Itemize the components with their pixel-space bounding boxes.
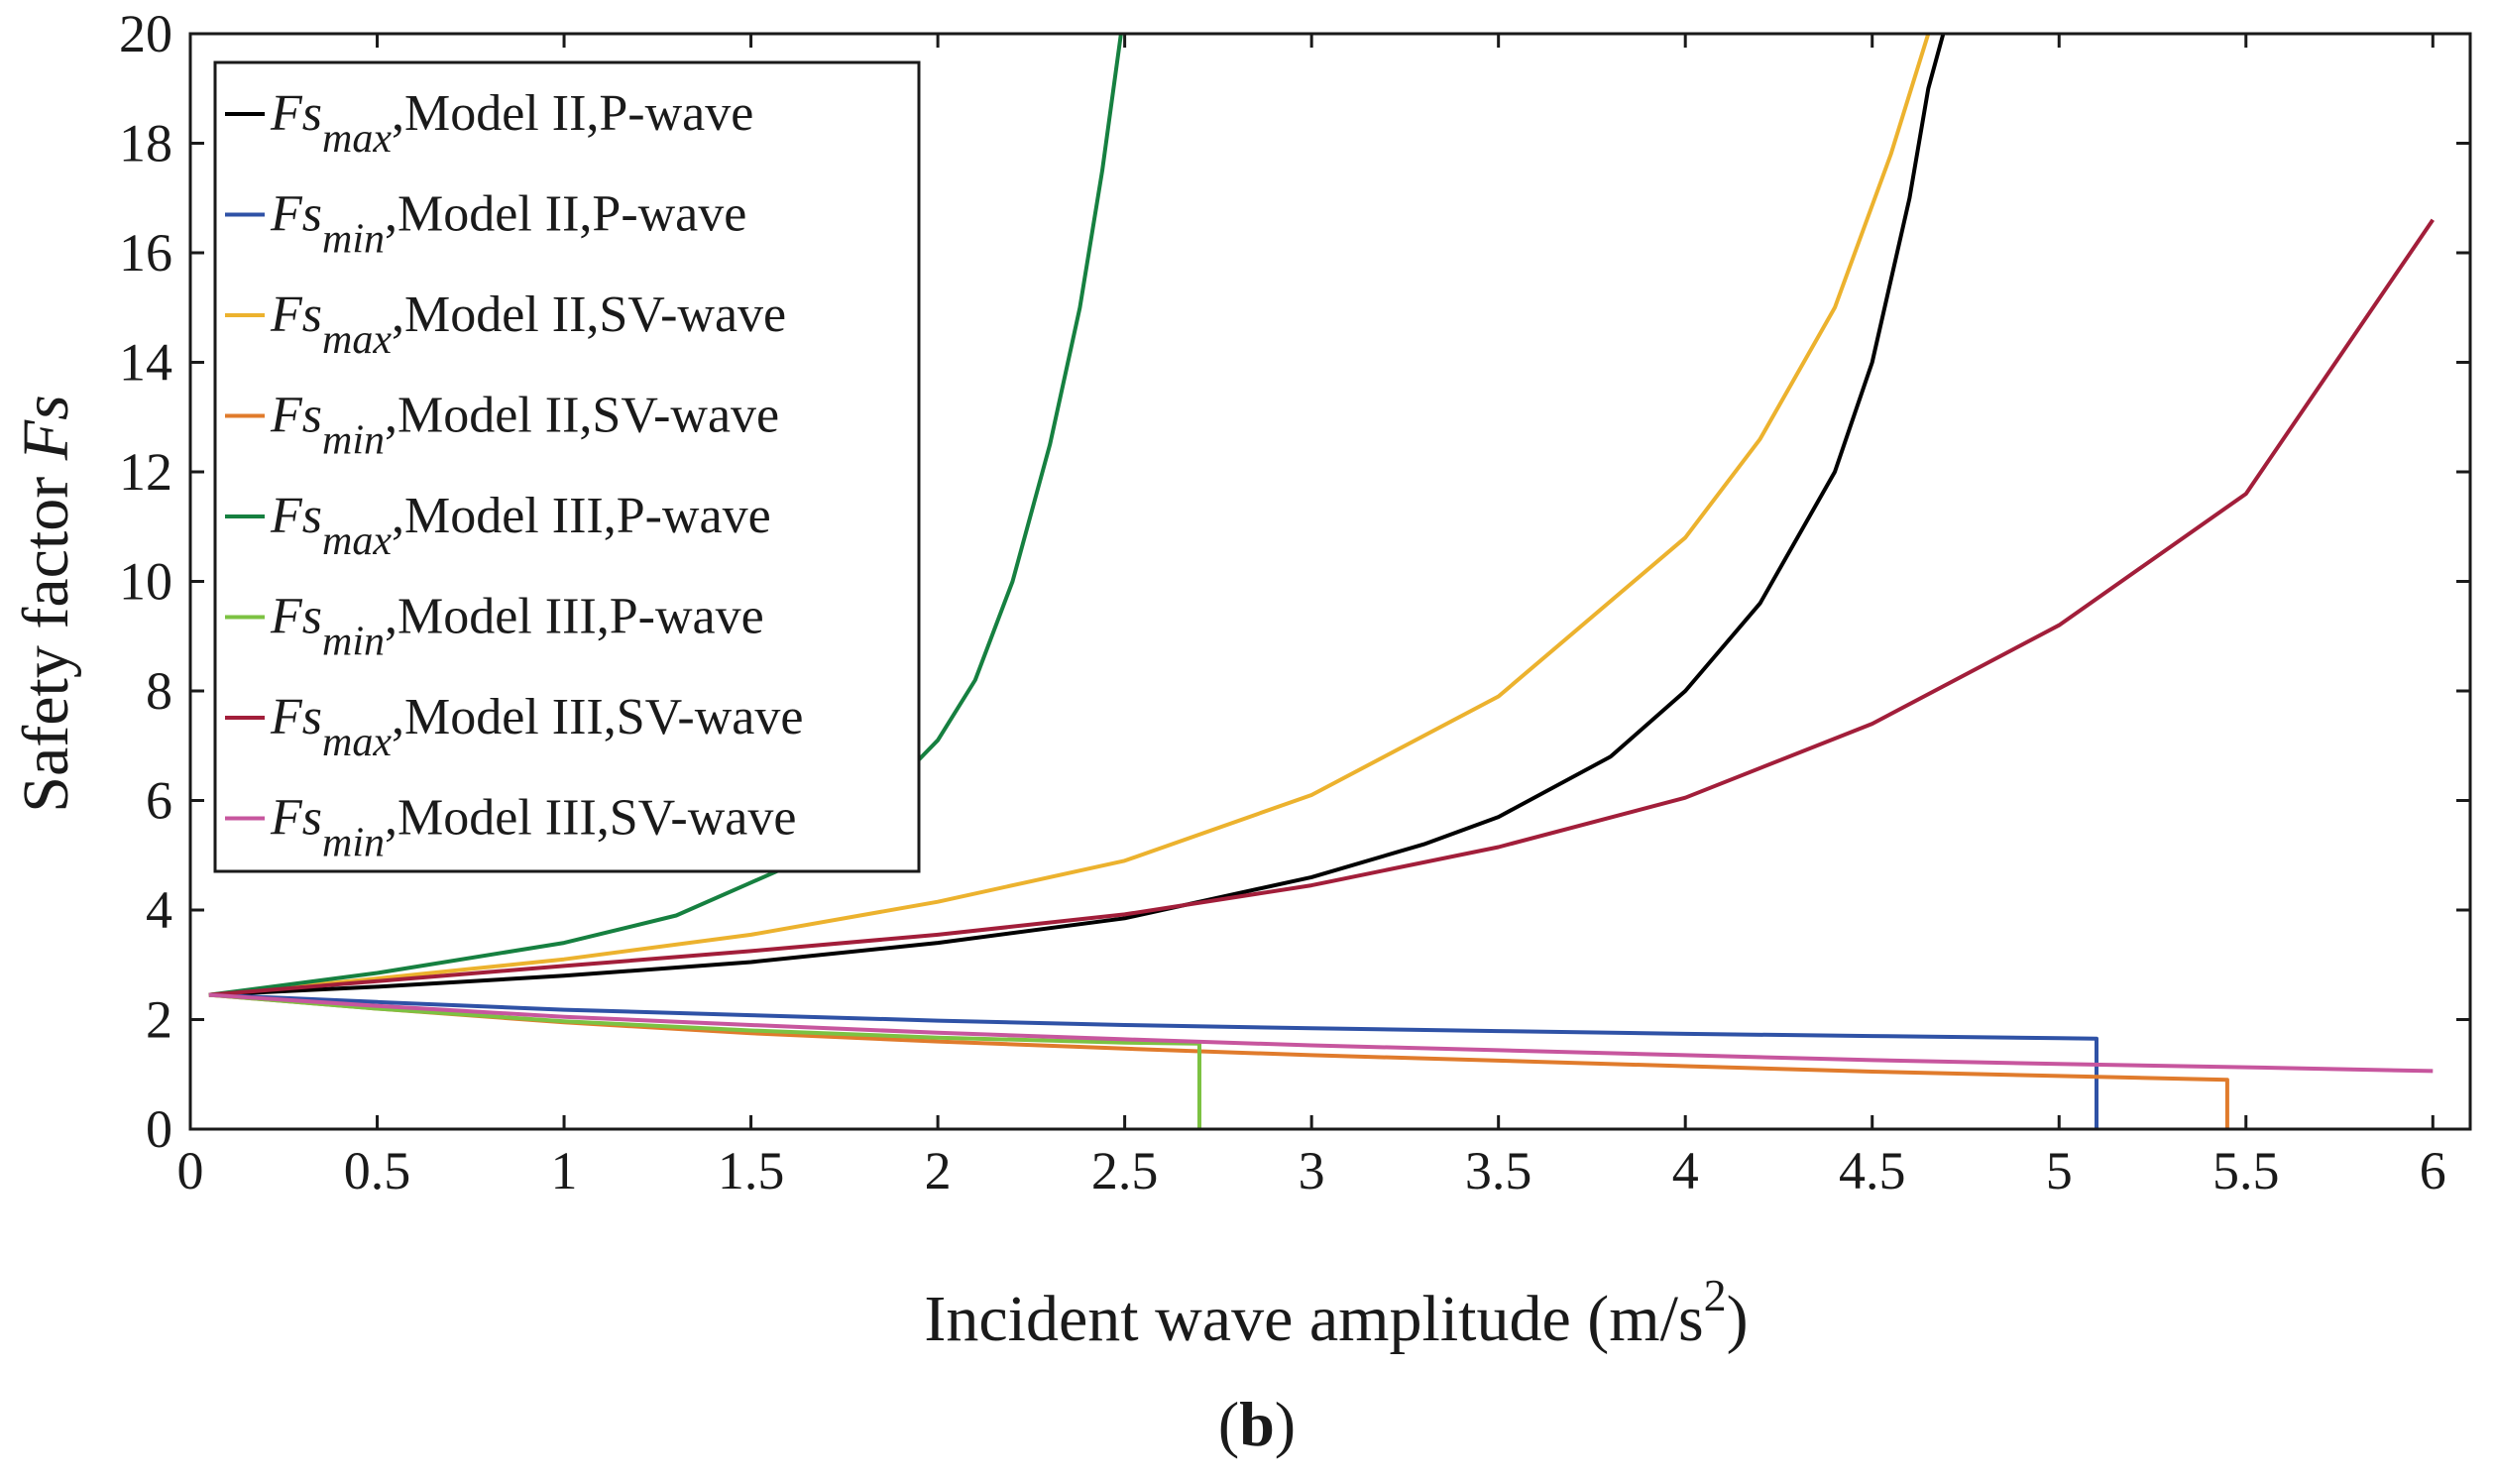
y-tick-label: 12 xyxy=(119,442,172,502)
legend-box xyxy=(213,60,921,873)
x-tick-label: 1.5 xyxy=(718,1141,785,1200)
x-axis-label: Incident wave amplitude (m/s2) xyxy=(924,1270,1748,1355)
x-tick-label: 3.5 xyxy=(1465,1141,1532,1200)
legend-entry: Fsmin,Model II,P-wave xyxy=(270,186,746,263)
y-tick-label: 0 xyxy=(146,1099,172,1159)
x-tick-label: 6 xyxy=(2420,1141,2446,1200)
y-tick-label: 2 xyxy=(146,990,172,1050)
y-tick-label: 18 xyxy=(119,114,172,173)
series-line-1 xyxy=(208,34,1946,997)
y-axis-label: Safety factor Fs xyxy=(10,395,82,813)
series-line-2 xyxy=(208,992,2098,1129)
x-tick-label: 0 xyxy=(177,1141,204,1200)
y-tick-label: 10 xyxy=(119,552,172,612)
axis-ticks: 0 0.5 1 1.5 2 2.5 3 3.5 4 4.5 5 5.5 6 0 2 4 6 8 10 12 14 16 18… xyxy=(119,4,2470,1200)
legend: Fsmax,Model II,P-wave Fsmin,Model II,P-wa… xyxy=(213,60,921,873)
legend-entry: Fsmax,Model II,SV-wave xyxy=(270,286,786,363)
legend-entry: Fsmax,Model III,SV-wave xyxy=(270,689,803,765)
x-tick-label: 2.5 xyxy=(1091,1141,1159,1200)
x-tick-label: 1 xyxy=(551,1141,578,1200)
legend-entry: Fsmin,Model III,P-wave xyxy=(270,589,764,665)
series-line-7 xyxy=(208,218,2435,997)
y-tick-label: 4 xyxy=(146,880,172,940)
series-line-6 xyxy=(208,992,1201,1129)
x-tick-label: 4.5 xyxy=(1839,1141,1906,1200)
x-tick-label: 0.5 xyxy=(344,1141,411,1200)
legend-entry: Fsmin,Model III,SV-wave xyxy=(270,790,796,866)
series-line-5 xyxy=(208,34,1123,997)
x-tick-label: 3 xyxy=(1299,1141,1325,1200)
legend-entry: Fsmin,Model II,SV-wave xyxy=(270,388,779,464)
series-lines xyxy=(208,34,2435,1129)
legend-entry: Fsmax,Model III,P-wave xyxy=(270,488,771,564)
figure-caption: (b) xyxy=(1218,1389,1296,1459)
series-line-8 xyxy=(208,992,2434,1074)
legend-entry: Fsmax,Model II,P-wave xyxy=(270,85,753,162)
x-tick-label: 5 xyxy=(2046,1141,2073,1200)
y-tick-label: 16 xyxy=(119,223,172,283)
y-tick-label: 14 xyxy=(119,333,172,393)
series-line-3 xyxy=(208,34,1931,997)
y-tick-label: 8 xyxy=(146,661,172,721)
y-tick-label: 6 xyxy=(146,771,172,831)
y-tick-label: 20 xyxy=(119,4,172,63)
x-tick-label: 4 xyxy=(1672,1141,1699,1200)
x-tick-label: 5.5 xyxy=(2212,1141,2280,1200)
x-tick-label: 2 xyxy=(925,1141,952,1200)
